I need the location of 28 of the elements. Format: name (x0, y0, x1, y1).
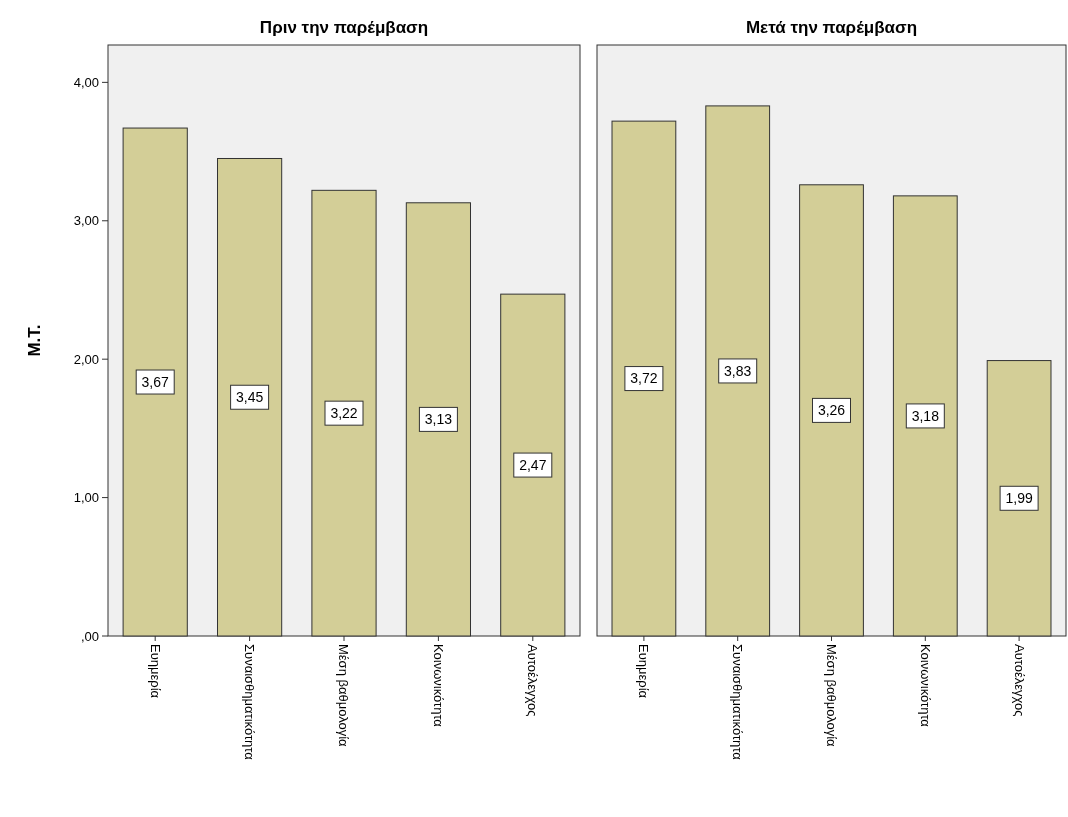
data-label: 3,13 (424, 411, 453, 428)
data-label: 3,18 (911, 407, 940, 424)
x-tick-label: Ευημερία (636, 644, 652, 699)
data-label: 3,22 (330, 405, 358, 422)
x-tick-label: Κοινωνικότητα (917, 644, 933, 728)
chart-title: Μετά την παρέμβαση (745, 18, 918, 37)
data-label: 1,99 (1005, 490, 1033, 507)
chart-title: Πριν την παρέμβαση (259, 18, 429, 37)
x-tick-label: Μέση βαθμολογία (336, 644, 352, 748)
y-tick-label: ,00 (80, 628, 99, 644)
y-tick-label: 4,00 (73, 74, 99, 90)
data-label: 3,67 (141, 373, 170, 390)
y-tick-label: 1,00 (73, 490, 99, 506)
data-label: 3,26 (817, 402, 846, 419)
y-tick-label: 3,00 (73, 213, 99, 229)
x-tick-label: Αυτοέλεγχος (1011, 644, 1027, 717)
x-tick-label: Συναισθηματικότητα (242, 644, 258, 761)
x-tick-label: Συναισθηματικότητα (730, 644, 746, 761)
data-label: 3,83 (724, 362, 752, 379)
y-tick-label: 2,00 (73, 351, 99, 367)
x-tick-label: Κοινωνικότητα (430, 644, 446, 728)
data-label: 2,47 (519, 456, 547, 473)
data-label: 3,72 (630, 370, 658, 387)
x-tick-label: Αυτοέλεγχος (525, 644, 541, 717)
x-tick-label: Ευημερία (147, 644, 163, 699)
y-axis-title: Μ.Τ. (25, 324, 44, 357)
x-tick-label: Μέση βαθμολογία (823, 644, 839, 748)
data-label: 3,45 (235, 389, 264, 406)
